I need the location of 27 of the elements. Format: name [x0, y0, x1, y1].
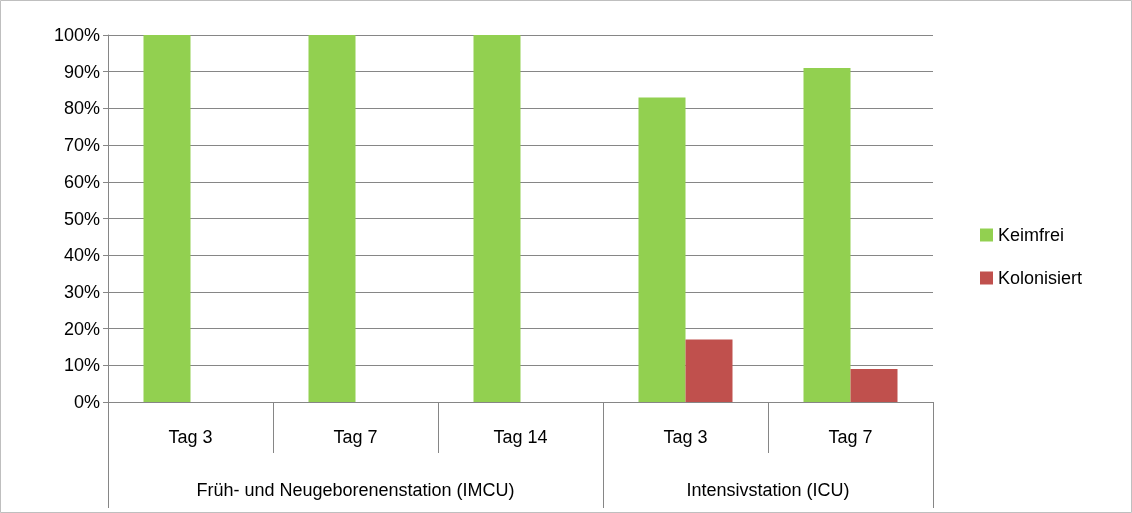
legend-label: Keimfrei — [998, 225, 1065, 245]
x-tick-label: Tag 7 — [333, 427, 378, 447]
x-tick-label: Tag 3 — [168, 427, 213, 447]
y-tick-label: 40% — [63, 245, 100, 266]
y-tick-label: 30% — [63, 281, 100, 302]
bar — [308, 35, 356, 402]
bar — [685, 339, 733, 402]
x-tick-label: Tag 14 — [493, 427, 548, 447]
text: Früh- und Neugeborenenstation (IMCU) — [196, 480, 515, 500]
y-tick-label: 80% — [63, 98, 100, 119]
bar — [143, 35, 191, 402]
bar — [638, 97, 686, 402]
y-tick-label: 100% — [53, 25, 100, 45]
legend-label: Kolonisiert — [998, 268, 1083, 288]
y-tick-label: 0% — [73, 392, 100, 412]
y-tick-label: 60% — [63, 171, 100, 192]
y-tick-label: 90% — [63, 61, 100, 82]
bar — [803, 68, 851, 402]
y-tick-label: 10% — [63, 355, 100, 376]
text: Intensivstation (ICU) — [686, 480, 850, 500]
bar — [473, 35, 521, 402]
y-tick-label: 20% — [63, 318, 100, 339]
x-tick-label: Tag 3 — [663, 427, 708, 447]
y-tick-label: 50% — [63, 208, 100, 229]
bar — [850, 368, 898, 402]
x-tick-label: Tag 7 — [828, 427, 873, 447]
y-tick-label: 70% — [63, 135, 100, 156]
